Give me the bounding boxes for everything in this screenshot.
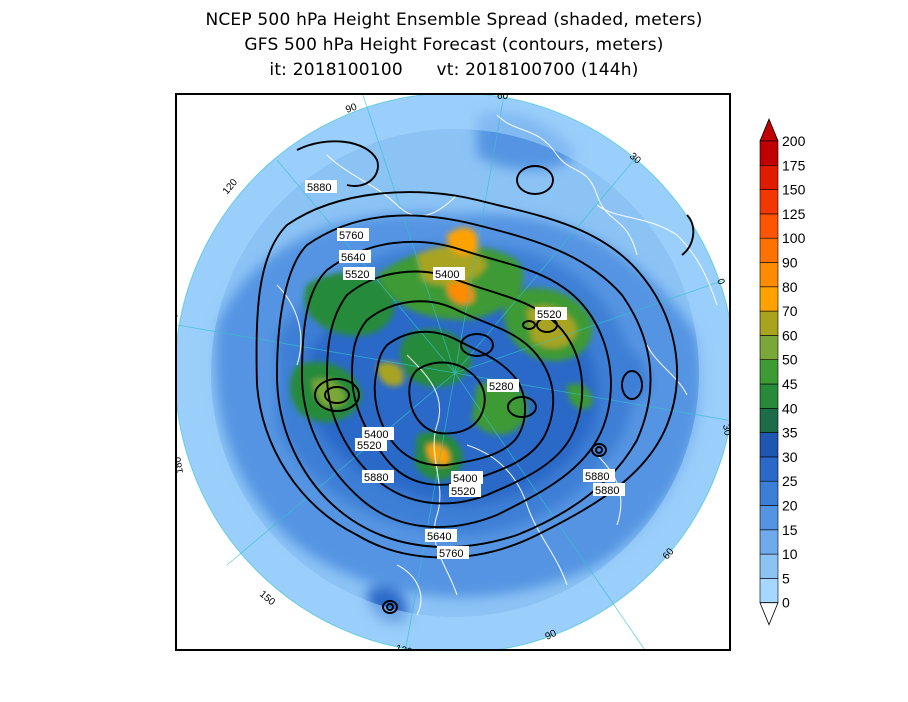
colorbar-label: 35: [782, 425, 798, 441]
colorbar-label: 50: [782, 352, 798, 368]
svg-text:5400: 5400: [453, 473, 477, 485]
lon-label: 90: [544, 628, 559, 643]
title-line-3: it: 2018100100 vt: 2018100700 (144h): [269, 60, 639, 80]
svg-text:5520: 5520: [537, 309, 561, 321]
contour-labels: 5880 5760 5640 5520 5400 5520 5280 5400 …: [305, 180, 625, 560]
colorbar-label: 90: [782, 255, 798, 271]
colorbar: 0 5 10 15 20 25 30 35 40 45 50 60 70 80 90 100 125 150 175…: [758, 117, 818, 629]
colorbar-label: 20: [782, 498, 798, 514]
colorbar-label: 5: [782, 570, 790, 586]
svg-text:5520: 5520: [357, 440, 381, 452]
colorbar-swatch: [759, 480, 779, 506]
lon-label: 180: [177, 456, 186, 475]
title-line-1: NCEP 500 hPa Height Ensemble Spread (sha…: [205, 10, 703, 30]
contour-label: 5280: [487, 379, 519, 393]
polar-map: 5880 5760 5640 5520 5400 5520 5280 5400 …: [175, 93, 731, 651]
colorbar-swatch: [759, 383, 779, 409]
colorbar-label: 100: [782, 230, 806, 246]
colorbar-label: 80: [782, 279, 798, 295]
svg-text:5880: 5880: [595, 485, 619, 497]
colorbar-label: 70: [782, 303, 798, 319]
colorbar-label: 25: [782, 473, 798, 489]
lon-label: 0: [714, 277, 726, 286]
colorbar-swatch: [759, 237, 779, 263]
contour-label: 5760: [337, 228, 369, 242]
svg-text:5760: 5760: [339, 230, 363, 242]
colorbar-label: 45: [782, 376, 798, 392]
colorbar-swatch: [759, 164, 779, 190]
colorbar-swatch: [759, 310, 779, 336]
colorbar-swatch: [759, 578, 779, 603]
colorbar-label: 200: [782, 133, 806, 149]
colorbar-swatch: [759, 553, 779, 579]
colorbar-swatch: [759, 432, 779, 458]
map-canvas: 5880 5760 5640 5520 5400 5520 5280 5400 …: [177, 95, 731, 651]
colorbar-label: 15: [782, 522, 798, 538]
colorbar-top-arrow: [759, 117, 779, 142]
contour-label: 5400: [433, 267, 465, 281]
colorbar-label: 175: [782, 157, 806, 173]
lon-label: 60: [497, 95, 509, 102]
colorbar-swatch: [759, 335, 779, 360]
contour-label: 5640: [339, 250, 371, 264]
colorbar-label: 40: [782, 400, 798, 416]
colorbar-swatch: [759, 529, 779, 555]
height-contours: [255, 140, 695, 614]
svg-text:5880: 5880: [364, 472, 388, 484]
contour-label: 5640: [425, 529, 457, 543]
svg-text:5760: 5760: [439, 548, 463, 560]
contour-label: 5520: [535, 307, 567, 321]
lon-label: 120: [394, 643, 413, 651]
svg-text:5880: 5880: [307, 182, 331, 194]
colorbar-swatch: [759, 213, 779, 239]
contour-label: 5400: [451, 471, 483, 485]
contour-label: 5520: [343, 267, 375, 281]
colorbar-label: 60: [782, 327, 798, 343]
lon-label: 150: [177, 312, 181, 331]
lon-label: 90: [344, 102, 359, 116]
colorbar-label: 30: [782, 449, 798, 465]
colorbar-label: 10: [782, 546, 798, 562]
svg-text:5400: 5400: [435, 269, 459, 281]
colorbar-svg: 0 5 10 15 20 25 30 35 40 45 50 60 70 80 90 100 125 150 175…: [759, 117, 806, 626]
colorbar-swatch: [759, 359, 779, 385]
lon-label: 30: [720, 424, 731, 437]
colorbar-label: 125: [782, 206, 806, 222]
colorbar-label: 150: [782, 182, 806, 198]
title-line-2: GFS 500 hPa Height Forecast (contours, m…: [244, 35, 664, 55]
colorbar-swatch: [759, 407, 779, 433]
contour-label: 5880: [593, 483, 625, 497]
svg-text:5520: 5520: [451, 486, 475, 498]
svg-text:5640: 5640: [341, 252, 365, 264]
colorbar-swatch: [759, 262, 779, 288]
contour-label: 5880: [583, 469, 615, 483]
colorbar-bottom-arrow: [759, 602, 779, 626]
svg-text:5520: 5520: [345, 269, 369, 281]
map-title: NCEP 500 hPa Height Ensemble Spread (sha…: [0, 8, 908, 83]
colorbar-label: 0: [782, 595, 790, 611]
svg-text:5640: 5640: [427, 531, 451, 543]
contour-label: 5760: [437, 546, 469, 560]
colorbar-swatch: [759, 140, 779, 166]
svg-text:5280: 5280: [489, 381, 513, 393]
lon-label: 120: [221, 177, 240, 197]
colorbar-swatch: [759, 189, 779, 215]
contour-label: 5520: [449, 484, 481, 498]
contour-label: 5880: [305, 180, 337, 194]
colorbar-swatch: [759, 286, 779, 312]
lon-label: 150: [257, 589, 277, 608]
contour-label: 5520: [355, 438, 387, 452]
svg-text:5880: 5880: [585, 471, 609, 483]
colorbar-swatch: [759, 456, 779, 482]
contour-label: 5880: [362, 470, 394, 484]
colorbar-swatch: [759, 505, 779, 531]
